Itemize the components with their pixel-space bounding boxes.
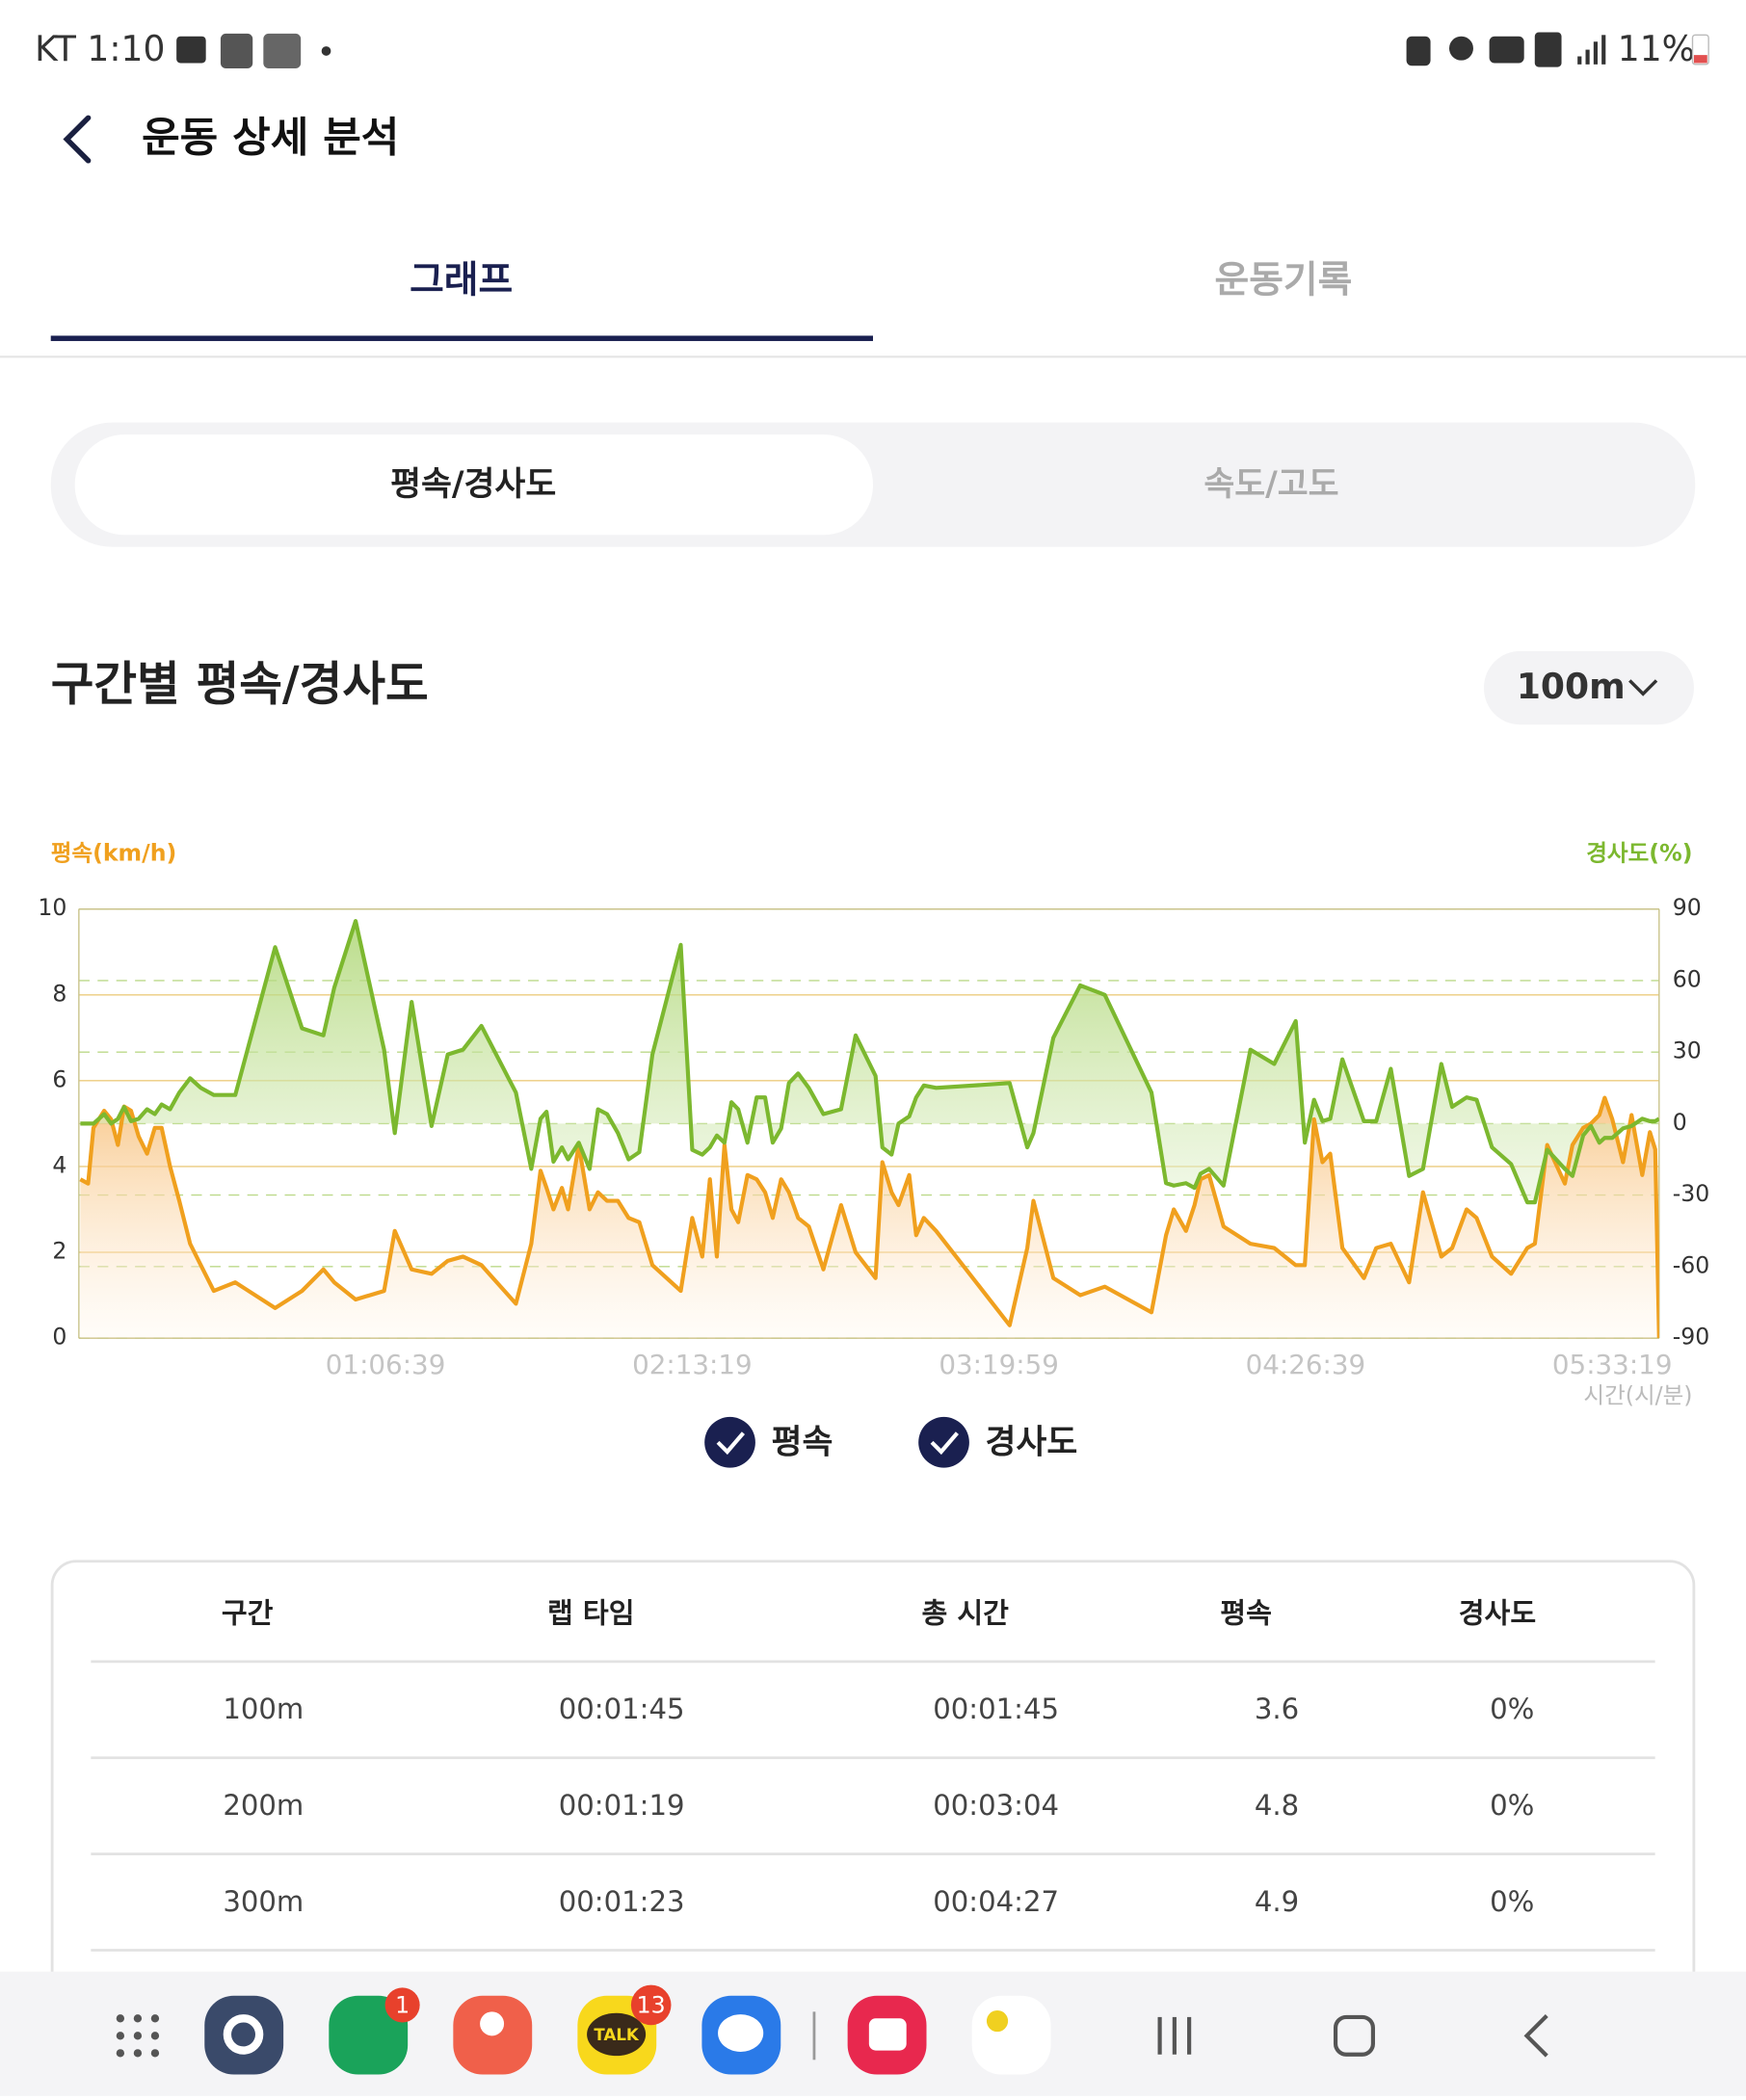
dock-divider (812, 2011, 816, 2061)
plot-area (79, 918, 1659, 1339)
table-cell: 3.6 (1255, 1693, 1299, 1725)
dot (321, 46, 331, 56)
nav-recents[interactable] (1157, 2016, 1192, 2055)
x-axis-title: 시간(시/분) (1583, 1382, 1692, 1409)
table-cell: 00:01:45 (933, 1693, 1059, 1725)
settings-app[interactable] (204, 1995, 284, 2075)
subtab-speed-alt[interactable]: 속도/고도 (1204, 465, 1338, 504)
dropdown-chevron (1628, 679, 1658, 696)
table: 구간 랩 타임 총 시간 평속 경사도 100m 00:01:45 00:01:45 3.6 0%… (91, 1596, 1655, 1952)
y2-tick-label: 90 (1673, 894, 1702, 921)
y2-tick-label: -90 (1673, 1324, 1710, 1351)
chart: 0 2 4 6 8 10 -90 -60 -30 0 30 60 90 01:06:39 02:13:19 0… (38, 894, 1709, 1380)
y2-tick-label: 60 (1673, 965, 1702, 992)
legend-checkbox[interactable] (918, 1416, 969, 1468)
battery-icon (1691, 34, 1709, 66)
table-header-cell: 랩 타임 (547, 1596, 635, 1629)
phone-badge-bg (384, 1987, 420, 2023)
talk-badge-bg (630, 1984, 672, 2026)
nav-back[interactable] (1523, 2014, 1548, 2058)
y-tick-label: 2 (52, 1238, 66, 1265)
tab-records[interactable]: 운동기록 (1214, 258, 1352, 302)
legend-check (930, 1431, 959, 1456)
table-cell: 0% (1490, 1789, 1534, 1822)
battery-text: 11% (1618, 29, 1695, 69)
phone-app[interactable] (329, 1995, 409, 2075)
table-header-cell: 구간 (222, 1596, 274, 1629)
table-cell: 00:01:19 (559, 1789, 685, 1822)
x-tick-label: 02:13:19 (632, 1349, 753, 1380)
messages-glyph (718, 2014, 764, 2052)
x-tick-label: 05:33:19 (1552, 1349, 1673, 1380)
line (79, 1095, 1659, 1339)
segment-selected (74, 434, 874, 536)
interval-value: 100m (1517, 667, 1626, 707)
area (80, 1097, 1659, 1339)
table-cell: 00:04:27 (933, 1885, 1059, 1918)
subtab-avg-slope[interactable]: 평속/경사도 (390, 465, 556, 504)
status-time: KT 1:10 (35, 29, 165, 69)
gallery-icon (176, 36, 206, 64)
talk-badge: 13 (637, 1991, 666, 2018)
app-icon (220, 33, 253, 69)
legend-label: 평속 (772, 1424, 833, 1462)
section-title: 구간별 평속/경사도 (51, 657, 429, 711)
y2-tick-label: -30 (1673, 1180, 1710, 1207)
legend-label: 경사도 (986, 1424, 1078, 1462)
y2-axis-title: 경사도(%) (1586, 839, 1692, 866)
status-icons (1406, 32, 1606, 67)
nav-home[interactable] (1333, 2014, 1375, 2057)
y-tick-label: 4 (52, 1151, 66, 1178)
y-tick-label: 0 (52, 1324, 66, 1351)
tab-graph[interactable]: 그래프 (410, 258, 513, 302)
legend-check (716, 1431, 745, 1456)
page-title: 운동 상세 분석 (142, 114, 399, 162)
y-axis-title: 평속(km/h) (51, 839, 177, 866)
table-cell: 00:01:45 (559, 1693, 685, 1725)
table-header-cell: 총 시간 (921, 1596, 1009, 1629)
legend-checkbox[interactable] (704, 1416, 755, 1468)
table-header-cell: 경사도 (1459, 1596, 1536, 1629)
line (80, 918, 1659, 1205)
y-tick-label: 10 (38, 894, 66, 921)
table-cell: 300m (223, 1885, 304, 1918)
camera-glyph (868, 2018, 907, 2051)
talk-label: TALK (594, 2026, 640, 2044)
recent-app-glyph (986, 2009, 1009, 2033)
talk-bubble (587, 2012, 647, 2057)
table-header-cell: 평속 (1220, 1596, 1272, 1629)
phone-badge: 1 (395, 1991, 410, 2018)
x-tick-label: 04:26:39 (1246, 1349, 1366, 1380)
y-tick-label: 8 (52, 980, 66, 1007)
tab-divider (0, 355, 1746, 358)
y2-tick-label: -60 (1673, 1251, 1710, 1278)
table-cell: 4.8 (1255, 1789, 1299, 1822)
y2-tick-label: 30 (1673, 1037, 1702, 1064)
y-tick-label: 6 (52, 1065, 66, 1092)
interval-dropdown[interactable] (1484, 650, 1694, 725)
back-button[interactable] (63, 115, 92, 164)
contacts-glyph (480, 2011, 505, 2036)
table-cell: 0% (1490, 1693, 1534, 1725)
bank-icon (263, 33, 302, 69)
apps-grid[interactable] (116, 2014, 160, 2058)
legend: 평속 경사도 (704, 1416, 1078, 1468)
tab-indicator (50, 335, 873, 342)
table-cell: 00:01:23 (559, 1885, 685, 1918)
table-cell: 4.9 (1255, 1885, 1299, 1918)
x-tick-label: 03:19:59 (939, 1349, 1059, 1380)
y2-tick-label: 0 (1673, 1109, 1687, 1136)
table-cell: 00:03:04 (933, 1789, 1059, 1822)
table-cell: 200m (223, 1789, 304, 1822)
recent-app[interactable] (971, 1995, 1051, 2075)
battery-level (1693, 55, 1707, 64)
table-cell: 0% (1490, 1885, 1534, 1918)
settings-glyph (223, 2014, 264, 2055)
table-cell: 100m (223, 1693, 304, 1725)
x-tick-label: 01:06:39 (326, 1349, 446, 1380)
